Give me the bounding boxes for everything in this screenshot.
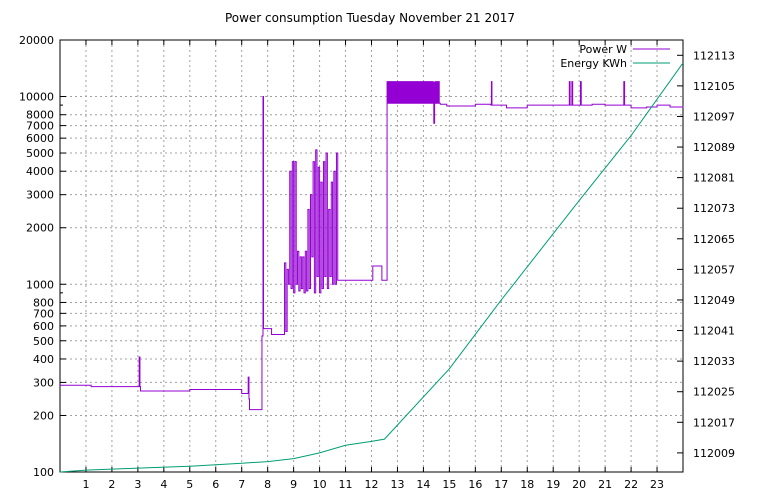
y-right-tick-label: 112041 [693, 325, 735, 338]
x-tick-label: 10 [313, 478, 327, 491]
x-tick-label: 4 [160, 478, 167, 491]
x-tick-label: 9 [290, 478, 297, 491]
y-left-tick-label: 8000 [26, 109, 54, 122]
legend-label: Energy KWh [560, 57, 627, 70]
x-tick-label: 14 [416, 478, 430, 491]
x-tick-label: 1 [82, 478, 89, 491]
y-right-tick-label: 112033 [693, 355, 735, 368]
y-left-tick-label: 100 [33, 466, 54, 479]
y-left-tick-label: 600 [33, 320, 54, 333]
x-tick-label: 16 [468, 478, 482, 491]
y-right-tick-label: 112017 [693, 416, 735, 429]
y-right-tick-label: 112065 [693, 233, 735, 246]
x-tick-label: 13 [390, 478, 404, 491]
series-layer [59, 62, 684, 473]
x-tick-label: 6 [212, 478, 219, 491]
x-tick-label: 22 [624, 478, 638, 491]
chart-title: Power consumption Tuesday November 21 20… [225, 11, 515, 25]
y-left-tick-label: 800 [33, 296, 54, 309]
y-right-tick-label: 112097 [693, 110, 735, 123]
y-right-tick-label: 112025 [693, 386, 735, 399]
y-left-tick-label: 20000 [19, 34, 54, 47]
y-right-tick-label: 112057 [693, 263, 735, 276]
x-tick-label: 18 [520, 478, 534, 491]
x-tick-label: 11 [339, 478, 353, 491]
x-tick-label: 17 [494, 478, 508, 491]
y-right-tick-label: 112089 [693, 141, 735, 154]
x-tick-label: 23 [650, 478, 664, 491]
y-left-tick-label: 500 [33, 335, 54, 348]
power-dense-band [387, 81, 439, 104]
plot-frame [59, 39, 684, 473]
y-right-tick-label: 112073 [693, 202, 735, 215]
x-tick-label: 19 [546, 478, 560, 491]
x-tick-label: 20 [572, 478, 586, 491]
y-left-tick-label: 5000 [26, 147, 54, 160]
x-tick-label: 8 [264, 478, 271, 491]
y-left-tick-label: 1000 [26, 278, 54, 291]
y-left-tick-label: 300 [33, 376, 54, 389]
y-left-tick-label: 4000 [26, 165, 54, 178]
x-tick-label: 5 [186, 478, 193, 491]
y-left-tick-label: 6000 [26, 132, 54, 145]
y-right-tick-label: 112113 [693, 49, 735, 62]
x-tick-label: 3 [134, 478, 141, 491]
y-right-tick-label: 112049 [693, 294, 735, 307]
y-left-tick-label: 700 [33, 307, 54, 320]
y-left-tick-label: 10000 [19, 91, 54, 104]
x-tick-label: 12 [365, 478, 379, 491]
grid [60, 40, 683, 472]
y-right-tick-label: 112081 [693, 172, 735, 185]
legend-label: Power W [579, 43, 627, 56]
y-left-tick-label: 3000 [26, 189, 54, 202]
x-tick-label: 2 [108, 478, 115, 491]
y-left-tick-label: 400 [33, 353, 54, 366]
y-left-tick-label: 200 [33, 409, 54, 422]
x-tick-label: 15 [442, 478, 456, 491]
x-tick-label: 21 [598, 478, 612, 491]
energy-series-line [59, 62, 684, 473]
axes: 1 2 3 4 5 6 7 8 9 10 11 12 13 14 15 16 17 18 19 20 21 22 23100… [19, 34, 735, 491]
x-tick-label: 7 [238, 478, 245, 491]
y-right-tick-label: 112105 [693, 80, 735, 93]
y-left-tick-label: 2000 [26, 222, 54, 235]
y-left-tick-label: 7000 [26, 120, 54, 133]
y-right-tick-label: 112009 [693, 447, 735, 460]
